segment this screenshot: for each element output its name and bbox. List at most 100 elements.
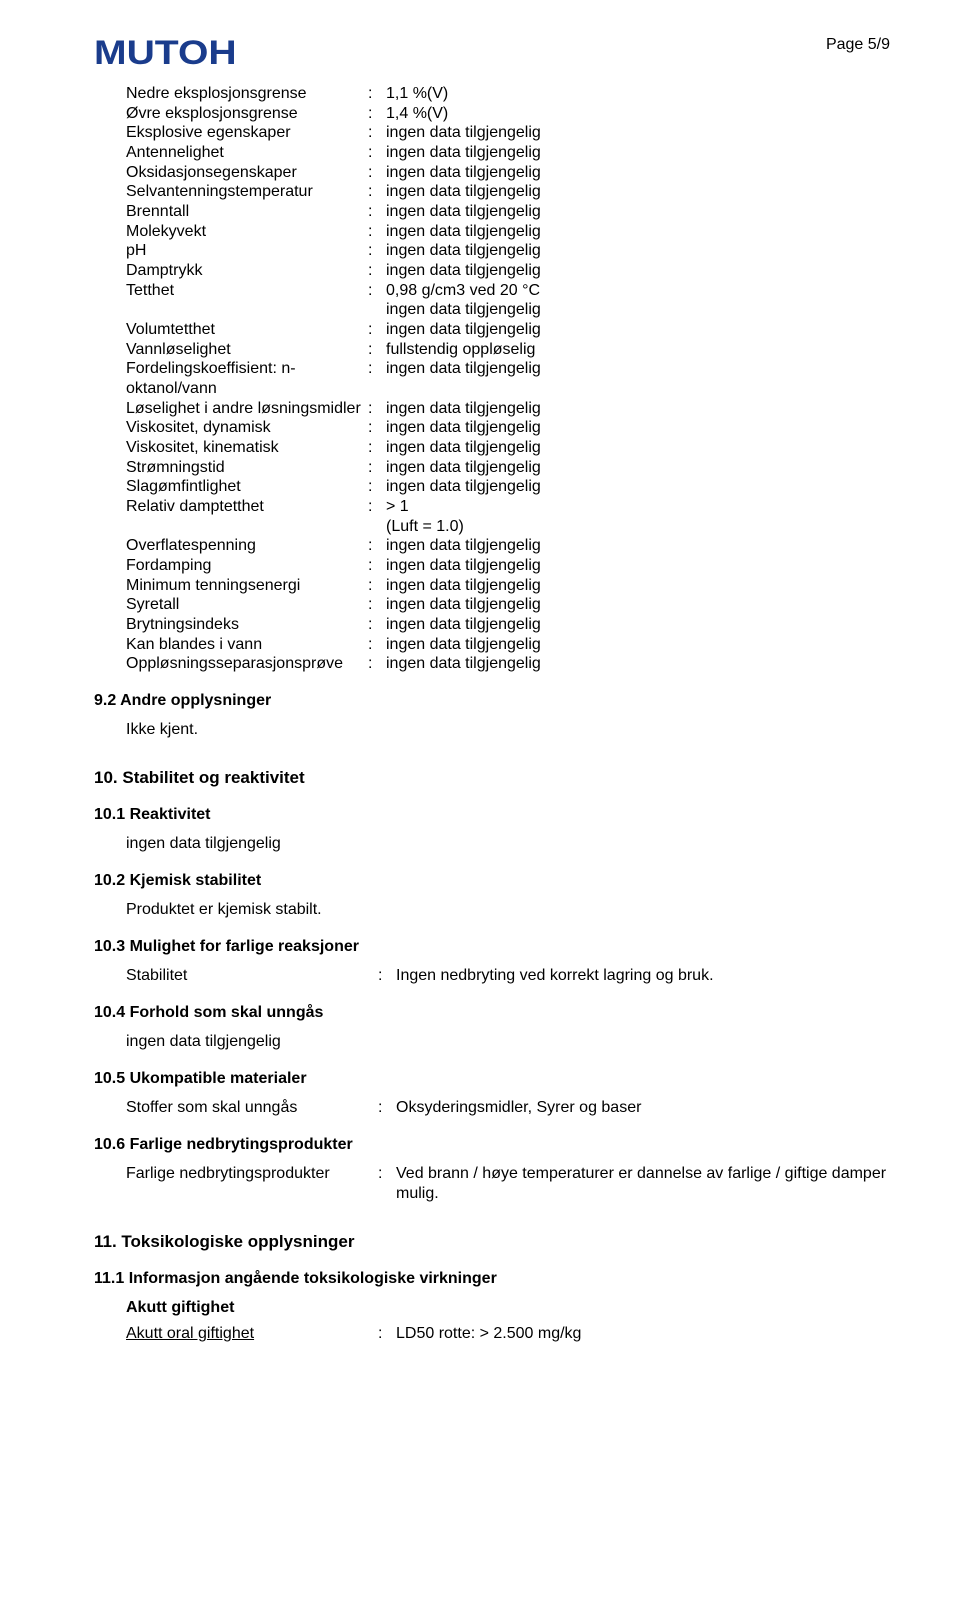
separator: : bbox=[368, 438, 386, 458]
separator: : bbox=[368, 576, 386, 596]
property-label: Damptrykk bbox=[126, 261, 368, 281]
label-10-6: Farlige nedbrytingsprodukter bbox=[126, 1164, 378, 1184]
property-label: Brytningsindeks bbox=[126, 615, 368, 635]
property-label: Relativ damptetthet bbox=[126, 497, 368, 517]
property-row: Slagømfintlighet:ingen data tilgjengelig bbox=[126, 477, 890, 497]
text-9-2: Ikke kjent. bbox=[126, 720, 890, 740]
heading-10-5: 10.5 Ukompatible materialer bbox=[94, 1070, 890, 1088]
separator: : bbox=[368, 320, 386, 340]
property-row: Løselighet i andre løsningsmidler:ingen … bbox=[126, 399, 890, 419]
property-row: Volumtetthet:ingen data tilgjengelig bbox=[126, 320, 890, 340]
separator: : bbox=[368, 222, 386, 242]
property-value: fullstendig oppløselig bbox=[386, 340, 890, 360]
property-value: ingen data tilgjengelig bbox=[386, 477, 890, 497]
separator: : bbox=[368, 202, 386, 222]
property-label: Tetthet bbox=[126, 281, 368, 301]
value-10-3: Ingen nedbryting ved korrekt lagring og … bbox=[396, 966, 890, 986]
property-label: Oppløsningsseparasjonsprøve bbox=[126, 654, 368, 674]
separator: : bbox=[368, 615, 386, 635]
property-value: ingen data tilgjengelig bbox=[386, 123, 890, 143]
separator: : bbox=[368, 458, 386, 478]
separator: : bbox=[368, 182, 386, 202]
row-10-6: Farlige nedbrytingsprodukter : Ved brann… bbox=[126, 1164, 890, 1204]
property-value: ingen data tilgjengelig bbox=[386, 635, 890, 655]
property-value: ingen data tilgjengelig bbox=[386, 202, 890, 222]
header-row: MUTOH Page 5/9 bbox=[94, 34, 890, 78]
property-row: Oksidasjonsegenskaper:ingen data tilgjen… bbox=[126, 163, 890, 183]
property-label: Selvantenningstemperatur bbox=[126, 182, 368, 202]
row-10-3: Stabilitet : Ingen nedbryting ved korrek… bbox=[126, 966, 890, 986]
property-label: Fordamping bbox=[126, 556, 368, 576]
property-value: ingen data tilgjengelig bbox=[386, 399, 890, 419]
property-value: ingen data tilgjengelig bbox=[386, 182, 890, 202]
label-10-5: Stoffer som skal unngås bbox=[126, 1098, 378, 1118]
property-row: Fordelingskoeffisient: n-oktanol/vann:in… bbox=[126, 359, 890, 398]
separator: : bbox=[368, 399, 386, 419]
separator: : bbox=[368, 163, 386, 183]
heading-section-10: 10. Stabilitet og reaktivitet bbox=[94, 768, 890, 788]
property-label: Minimum tenningsenergi bbox=[126, 576, 368, 596]
text-10-1: ingen data tilgjengelig bbox=[126, 834, 890, 854]
property-row: Eksplosive egenskaper:ingen data tilgjen… bbox=[126, 123, 890, 143]
property-value: 1,4 %(V) bbox=[386, 104, 890, 124]
separator: : bbox=[378, 1098, 396, 1118]
property-value: ingen data tilgjengelig bbox=[386, 576, 890, 596]
property-label: Viskositet, dynamisk bbox=[126, 418, 368, 438]
property-label: Overflatespenning bbox=[126, 536, 368, 556]
property-label: Løselighet i andre løsningsmidler bbox=[126, 399, 368, 419]
row-11-1: Akutt oral giftighet : LD50 rotte: > 2.5… bbox=[126, 1324, 890, 1344]
heading-10-6: 10.6 Farlige nedbrytingsprodukter bbox=[94, 1136, 890, 1154]
property-row: Strømningstid:ingen data tilgjengelig bbox=[126, 458, 890, 478]
property-value: ingen data tilgjengelig bbox=[386, 418, 890, 438]
property-label: Volumtetthet bbox=[126, 320, 368, 340]
property-label: pH bbox=[126, 241, 368, 261]
heading-10-4: 10.4 Forhold som skal unngås bbox=[94, 1004, 890, 1022]
property-label: Eksplosive egenskaper bbox=[126, 123, 368, 143]
property-label: Fordelingskoeffisient: n-oktanol/vann bbox=[126, 359, 368, 398]
property-value: ingen data tilgjengelig bbox=[386, 143, 890, 163]
separator: : bbox=[368, 261, 386, 281]
property-label: Slagømfintlighet bbox=[126, 477, 368, 497]
separator: : bbox=[378, 1324, 396, 1344]
property-value: > 1 bbox=[386, 497, 890, 517]
property-label: Syretall bbox=[126, 595, 368, 615]
property-row: Nedre eksplosjonsgrense:1,1 %(V) bbox=[126, 84, 890, 104]
brand-logo: MUTOH bbox=[94, 34, 237, 73]
property-row: Viskositet, dynamisk:ingen data tilgjeng… bbox=[126, 418, 890, 438]
property-value: ingen data tilgjengelig bbox=[386, 241, 890, 261]
text-10-4: ingen data tilgjengelig bbox=[126, 1032, 890, 1052]
property-value: ingen data tilgjengelig bbox=[386, 556, 890, 576]
property-row: Oppløsningsseparasjonsprøve:ingen data t… bbox=[126, 654, 890, 674]
property-value: 1,1 %(V) bbox=[386, 84, 890, 104]
property-row: Øvre eksplosjonsgrense:1,4 %(V) bbox=[126, 104, 890, 124]
heading-9-2: 9.2 Andre opplysninger bbox=[94, 692, 890, 710]
separator: : bbox=[368, 654, 386, 674]
property-row: Molekyvekt:ingen data tilgjengelig bbox=[126, 222, 890, 242]
separator: : bbox=[368, 123, 386, 143]
label-10-3: Stabilitet bbox=[126, 966, 378, 986]
property-label: Nedre eksplosjonsgrense bbox=[126, 84, 368, 104]
property-value: ingen data tilgjengelig bbox=[386, 458, 890, 478]
subheading-11-1: Akutt giftighet bbox=[126, 1298, 890, 1318]
property-value: ingen data tilgjengelig bbox=[386, 359, 890, 379]
separator: : bbox=[368, 104, 386, 124]
property-value: ingen data tilgjengelig bbox=[386, 654, 890, 674]
property-label: Antennelighet bbox=[126, 143, 368, 163]
property-row: Brenntall:ingen data tilgjengelig bbox=[126, 202, 890, 222]
value-10-6: Ved brann / høye temperaturer er dannels… bbox=[396, 1164, 890, 1204]
separator: : bbox=[378, 1164, 396, 1184]
property-row: Overflatespenning:ingen data tilgjengeli… bbox=[126, 536, 890, 556]
property-label: Molekyvekt bbox=[126, 222, 368, 242]
separator: : bbox=[368, 477, 386, 497]
property-row: Viskositet, kinematisk:ingen data tilgje… bbox=[126, 438, 890, 458]
property-label: Viskositet, kinematisk bbox=[126, 438, 368, 458]
value-10-5: Oksyderingsmidler, Syrer og baser bbox=[396, 1098, 890, 1118]
property-label: Kan blandes i vann bbox=[126, 635, 368, 655]
page-number: Page 5/9 bbox=[826, 36, 890, 54]
property-row: Damptrykk:ingen data tilgjengelig bbox=[126, 261, 890, 281]
property-row: Tetthet:0,98 g/cm3 ved 20 °C bbox=[126, 281, 890, 301]
text-10-2: Produktet er kjemisk stabilt. bbox=[126, 900, 890, 920]
heading-10-3: 10.3 Mulighet for farlige reaksjoner bbox=[94, 938, 890, 956]
separator: : bbox=[368, 418, 386, 438]
separator: : bbox=[368, 359, 386, 379]
